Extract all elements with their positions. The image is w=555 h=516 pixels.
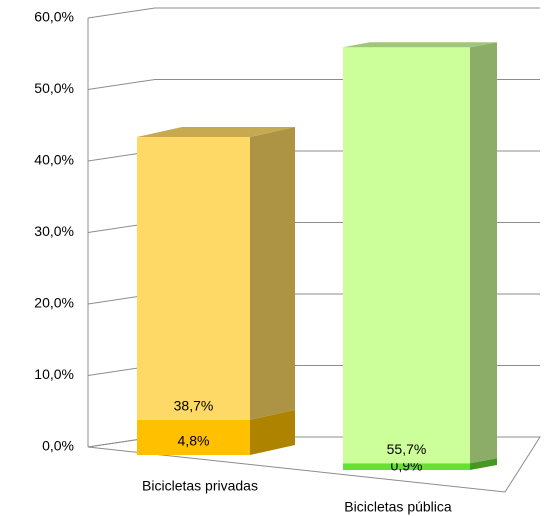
y-tick-label: 40,0%	[34, 152, 74, 168]
y-tick-label: 10,0%	[34, 366, 74, 382]
x-tick-label: Bicicletas privadas	[142, 478, 258, 494]
value-label: 4,8%	[178, 433, 210, 449]
bar	[137, 137, 250, 420]
x-tick-label: Bicicletas pública	[344, 499, 452, 515]
y-tick-label: 0,0%	[42, 438, 74, 454]
bar-top	[343, 42, 497, 48]
value-label: 38,7%	[174, 398, 214, 414]
bar	[343, 47, 470, 464]
bar-side	[250, 127, 295, 420]
bar-side	[470, 458, 497, 470]
y-tick-label: 20,0%	[34, 295, 74, 311]
y-tick-label: 60,0%	[34, 9, 74, 25]
bar-side	[250, 409, 295, 455]
bar-side	[470, 42, 497, 464]
y-tick-label: 50,0%	[34, 80, 74, 96]
value-label: 55,7%	[387, 441, 427, 457]
bar	[343, 463, 470, 470]
bar-top	[137, 127, 295, 138]
y-tick-label: 30,0%	[34, 223, 74, 239]
bar	[137, 419, 250, 455]
grid-line	[87, 7, 540, 19]
